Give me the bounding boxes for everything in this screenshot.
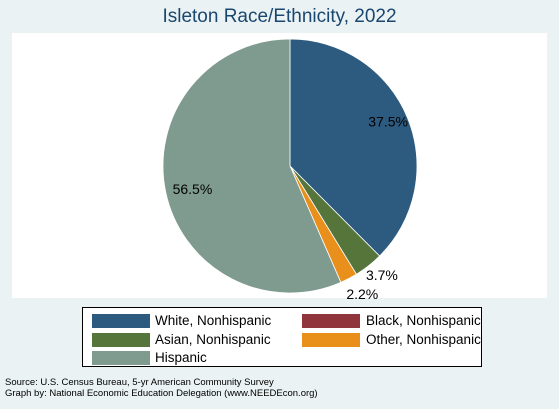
pie-label-asian: 3.7% — [366, 267, 398, 283]
legend-swatch-hispanic — [92, 351, 150, 365]
legend-label-hispanic: Hispanic — [155, 350, 207, 365]
graph-by-note: Graph by: National Economic Education De… — [5, 388, 318, 399]
pie-slice-hispanic — [162, 38, 342, 294]
legend-label-white: White, Nonhispanic — [155, 313, 272, 328]
legend-swatch-black — [302, 314, 360, 328]
pie-slice-white — [289, 38, 418, 257]
legend: White, Nonhispanic Black, Nonhispanic As… — [82, 307, 482, 367]
source-note: Source: U.S. Census Bureau, 5-yr America… — [5, 377, 274, 388]
legend-label-other: Other, Nonhispanic — [366, 332, 481, 347]
legend-swatch-asian — [92, 333, 150, 347]
legend-label-asian: Asian, Nonhispanic — [155, 332, 271, 347]
legend-label-black: Black, Nonhispanic — [366, 313, 481, 328]
pie-chart: 37.5% 3.7% 2.2% 56.5% — [162, 38, 418, 300]
pie-label-other: 2.2% — [346, 286, 378, 300]
chart-notes: Source: U.S. Census Bureau, 5-yr America… — [5, 377, 318, 399]
pie-label-hispanic: 56.5% — [173, 181, 213, 197]
chart-title: Isleton Race/Ethnicity, 2022 — [162, 6, 397, 27]
legend-swatch-other — [302, 333, 360, 347]
pie-label-white: 37.5% — [368, 113, 408, 129]
legend-swatch-white — [92, 314, 150, 328]
